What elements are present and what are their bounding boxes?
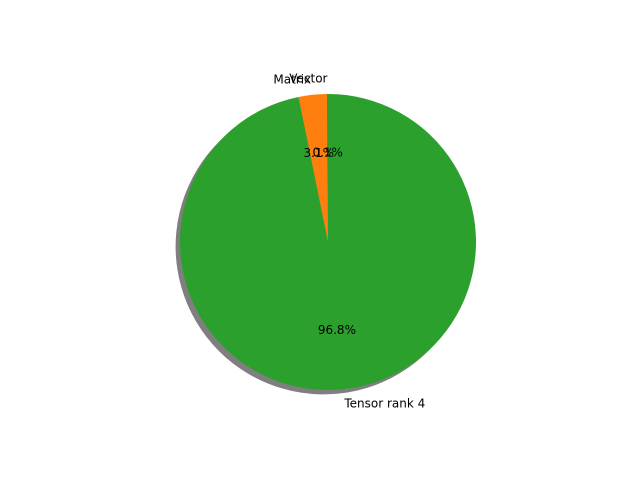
wedge-label-vector: Vector <box>289 72 327 86</box>
pie-labels: Vector 0.1% Matrix 3.1% Tensor rank 4 96.8% <box>273 72 425 411</box>
wedge-label-tensor-rank-4: Tensor rank 4 <box>343 396 425 410</box>
wedge-label-matrix: Matrix <box>273 73 311 87</box>
wedge-percent-matrix: 3.1% <box>304 146 335 160</box>
pie-wedges <box>180 94 477 391</box>
wedge-tensor-rank-4 <box>180 94 477 391</box>
wedge-percent-tensor-rank-4: 96.8% <box>318 323 356 337</box>
wedge-percent-vector: 0.1% <box>312 146 343 160</box>
wedge-vector <box>327 94 328 242</box>
wedge-matrix <box>298 94 328 242</box>
